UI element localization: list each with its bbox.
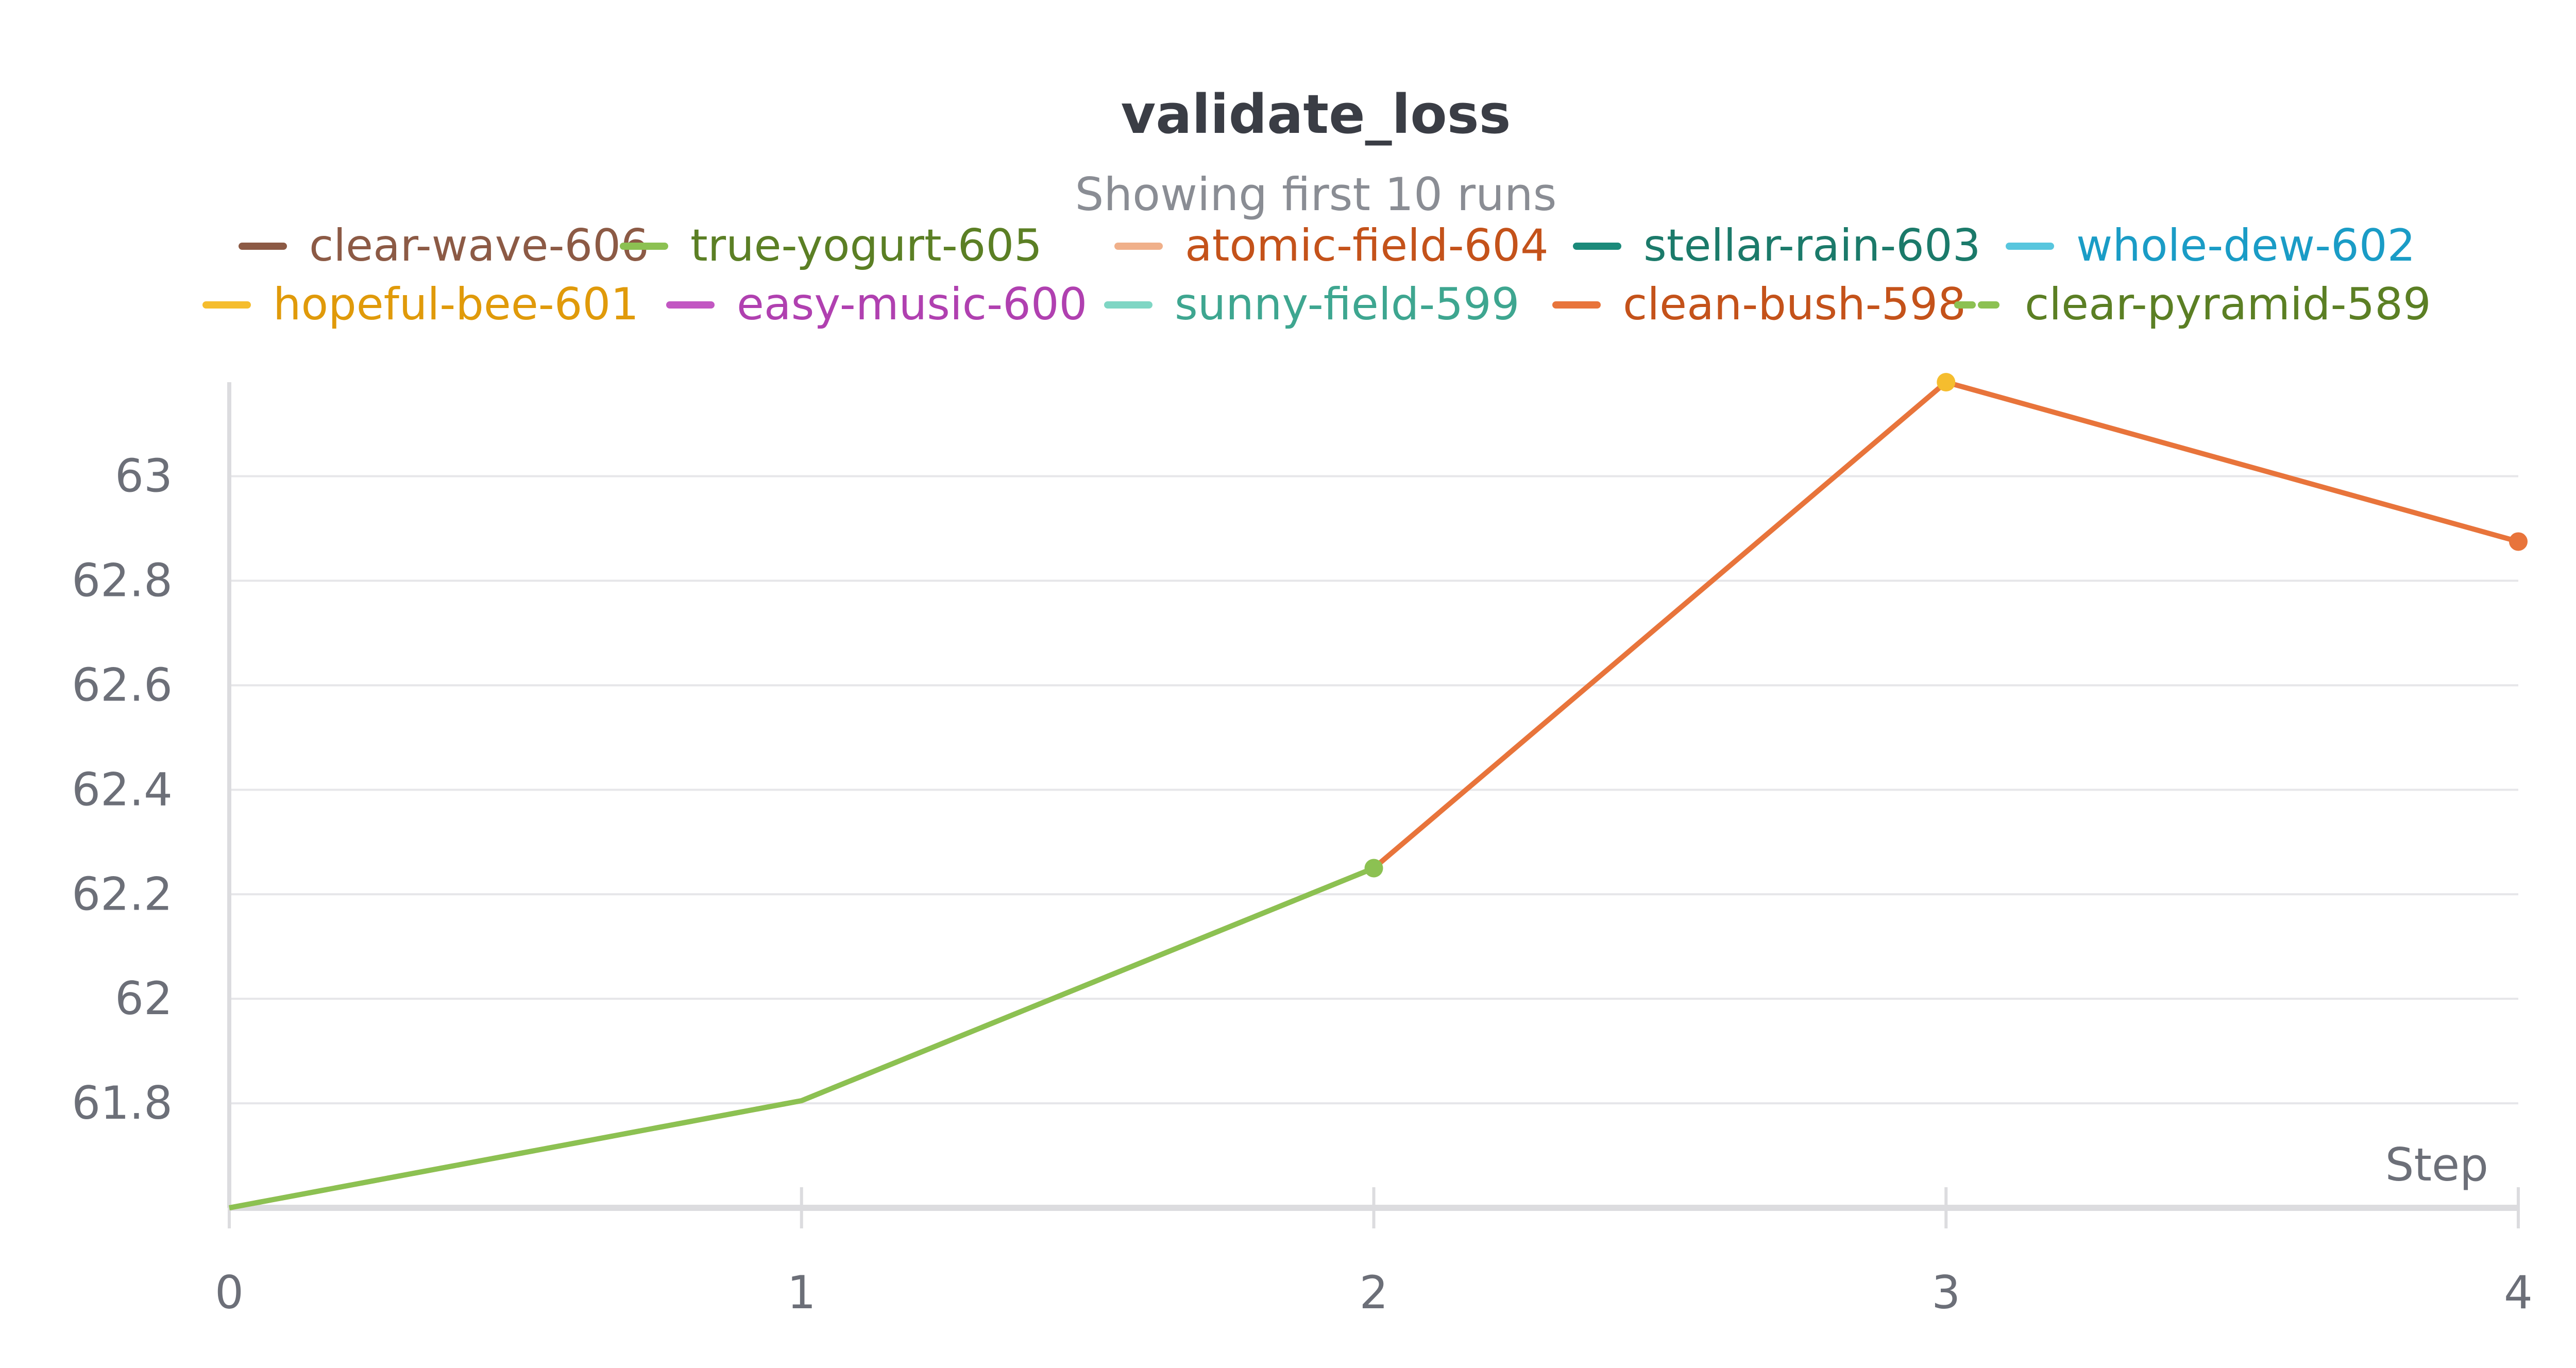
legend-item-clean-bush-598[interactable]: clean-bush-598 <box>1623 279 1966 330</box>
chart-title: validate_loss <box>1121 83 1511 146</box>
x-tick-label: 3 <box>1931 1266 1960 1319</box>
series-line-clean-bush-598 <box>229 380 2519 1210</box>
y-tick-label: 62.2 <box>72 867 173 920</box>
grid-lines <box>229 475 2518 1105</box>
chart-subtitle: Showing first 10 runs <box>1075 168 1557 221</box>
legend-item-hopeful-bee-601[interactable]: hopeful-bee-601 <box>273 279 639 330</box>
y-tick-label: 62.4 <box>72 763 173 816</box>
point-clear-pyramid-589-step-2 <box>1364 859 1383 878</box>
legend-item-whole-dew-602[interactable]: whole-dew-602 <box>2076 220 2415 271</box>
y-tick-label: 61.8 <box>72 1076 173 1130</box>
x-tick-label: 1 <box>787 1266 816 1319</box>
legend-item-sunny-field-599[interactable]: sunny-field-599 <box>1175 279 1519 330</box>
y-tick-label: 62.6 <box>72 658 173 711</box>
tick-labels: 61.8 62 62.2 62.4 62.6 62.8 63 0 1 2 3 4 <box>72 450 2533 1319</box>
y-tick-label: 62.8 <box>72 554 173 607</box>
series-line-true-yogurt-605 <box>229 865 1375 1210</box>
legend-item-atomic-field-604[interactable]: atomic-field-604 <box>1185 220 1549 271</box>
legend-item-true-yogurt-605[interactable]: true-yogurt-605 <box>690 220 1042 271</box>
x-axis-title: Step <box>2385 1138 2488 1191</box>
series-line-clear-pyramid-589 <box>229 865 1375 1210</box>
y-tick-label: 62 <box>115 972 173 1025</box>
legend-item-easy-music-600[interactable]: easy-music-600 <box>737 279 1087 330</box>
legend-item-clear-wave-606[interactable]: clear-wave-606 <box>309 220 649 271</box>
x-tick-label: 2 <box>1360 1266 1388 1319</box>
point-clean-bush-598-step-4 <box>2509 532 2528 551</box>
axes <box>227 382 2520 1228</box>
x-tick-label: 0 <box>215 1266 244 1319</box>
x-tick-label: 4 <box>2504 1266 2533 1319</box>
series-lines <box>229 373 2528 1210</box>
legend-item-stellar-rain-603[interactable]: stellar-rain-603 <box>1643 220 1980 271</box>
point-hopeful-bee-601-step-3 <box>1937 373 1956 391</box>
y-tick-label: 63 <box>115 450 173 503</box>
legend-item-clear-pyramid-589[interactable]: clear-pyramid-589 <box>2025 279 2431 330</box>
legend: clear-wave-606 true-yogurt-605 atomic-fiel… <box>202 220 2431 330</box>
